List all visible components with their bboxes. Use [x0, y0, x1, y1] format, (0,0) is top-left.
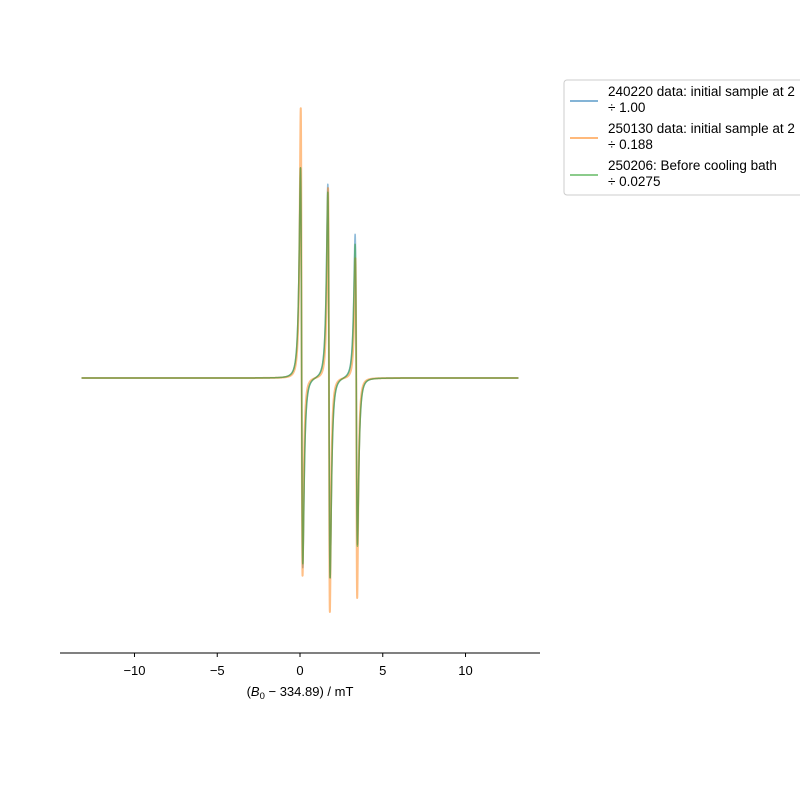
x-tick-label: 0	[296, 663, 303, 678]
x-tick-label: 5	[379, 663, 386, 678]
legend-entry-scale-2: ÷ 0.188	[608, 137, 653, 152]
legend-entry-name-1: 240220 data: initial sample at 2	[608, 84, 795, 99]
x-axis-label: (B0 − 334.89) / mT	[247, 684, 354, 702]
legend-entry-scale-1: ÷ 1.00	[608, 100, 645, 115]
x-axis: −10 −5 0 5 10	[60, 652, 540, 678]
series-layer	[80, 107, 520, 613]
legend-entry-scale-3: ÷ 0.0275	[608, 174, 660, 189]
legend: 240220 data: initial sample at 2÷ 1.00 25…	[563, 79, 800, 196]
x-tick-label: −5	[210, 663, 225, 678]
x-tick-label: −10	[123, 663, 145, 678]
x-tick-label: 10	[458, 663, 472, 678]
legend-entry-name-3: 250206: Before cooling bath	[608, 158, 777, 173]
legend-entry-name-2: 250130 data: initial sample at 2	[608, 121, 795, 136]
series-line-3	[80, 167, 520, 579]
legend-frame	[563, 79, 800, 196]
